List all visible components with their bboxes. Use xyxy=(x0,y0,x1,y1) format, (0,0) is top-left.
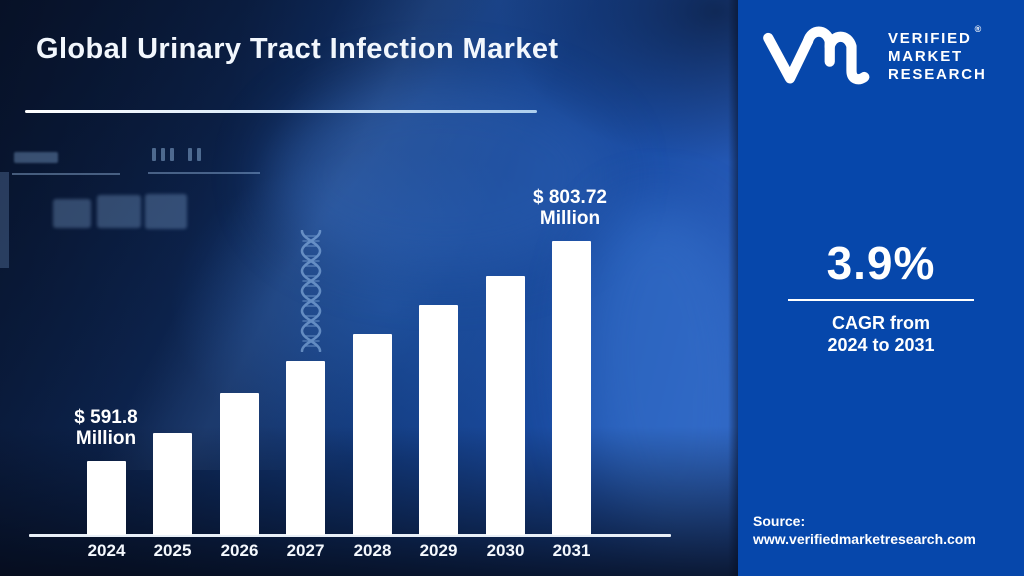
bar-2028 xyxy=(353,334,392,535)
source-block: Source: www.verifiedmarketresearch.com xyxy=(753,512,976,548)
source-url: www.verifiedmarketresearch.com xyxy=(753,531,976,547)
page-title: Global Urinary Tract Infection Market xyxy=(36,33,559,65)
x-label-2030: 2030 xyxy=(486,541,525,560)
brand-panel: VERIFIED® MARKET RESEARCH 3.9% CAGR from… xyxy=(738,0,1024,576)
x-label-2024: 2024 xyxy=(87,541,126,560)
x-label-2025: 2025 xyxy=(153,541,192,560)
shelf-line xyxy=(148,172,260,174)
vmr-monogram-icon xyxy=(763,26,870,85)
shelf-line xyxy=(12,173,120,175)
cagr-label-line2: 2024 to 2031 xyxy=(827,335,935,355)
dna-helix-icon xyxy=(300,230,322,352)
bar-2027 xyxy=(286,361,325,535)
bar-2030 xyxy=(486,276,525,535)
x-label-2027: 2027 xyxy=(286,541,325,560)
bar-chart: 2024 2025 2026 2027 2028 2029 2030 2031 xyxy=(29,241,671,560)
source-label: Source: xyxy=(753,513,806,529)
brand-logo: VERIFIED® MARKET RESEARCH xyxy=(752,22,987,86)
brand-word-1: VERIFIED xyxy=(888,29,972,47)
shelf-decor-blob xyxy=(14,152,58,163)
cagr-block: 3.9% CAGR from 2024 to 2031 xyxy=(738,236,1024,356)
shelf-box xyxy=(145,194,187,229)
x-label-2031: 2031 xyxy=(552,541,591,560)
bar-2026 xyxy=(220,393,259,535)
bar-2024 xyxy=(87,461,126,535)
cagr-value: 3.9% xyxy=(826,237,936,289)
bar-2025 xyxy=(153,433,192,535)
chart-section: Global Urinary Tract Infection Market 20… xyxy=(0,0,738,576)
registered-trademark-icon: ® xyxy=(974,23,982,34)
bar-2031 xyxy=(552,241,591,535)
shelf-box xyxy=(97,195,141,228)
x-label-2026: 2026 xyxy=(220,541,259,560)
value-unit: Million xyxy=(539,208,601,229)
value-line: $ 803.72 xyxy=(533,187,607,208)
x-axis-line xyxy=(29,534,671,537)
value-unit: Million xyxy=(75,428,137,449)
cagr-divider xyxy=(788,299,974,301)
brand-word-3: RESEARCH xyxy=(888,65,987,83)
shelf-bottle-icons xyxy=(152,148,201,161)
value-label-first-bar: $ 591.8 Million xyxy=(44,407,168,449)
x-label-2029: 2029 xyxy=(419,541,458,560)
value-label-last-bar: $ 803.72 Million xyxy=(508,187,632,229)
shelf-edge-highlight xyxy=(0,172,9,268)
cagr-label-line1: CAGR from xyxy=(832,313,930,333)
brand-word-2: MARKET xyxy=(888,47,963,65)
x-label-2028: 2028 xyxy=(353,541,392,560)
brand-wordmark: VERIFIED® MARKET RESEARCH xyxy=(888,23,987,84)
title-underline xyxy=(25,110,537,113)
shelf-box xyxy=(53,199,91,228)
value-line: $ 591.8 xyxy=(74,407,138,428)
panel-shadow-seam xyxy=(728,0,738,576)
bar-2029 xyxy=(419,305,458,535)
